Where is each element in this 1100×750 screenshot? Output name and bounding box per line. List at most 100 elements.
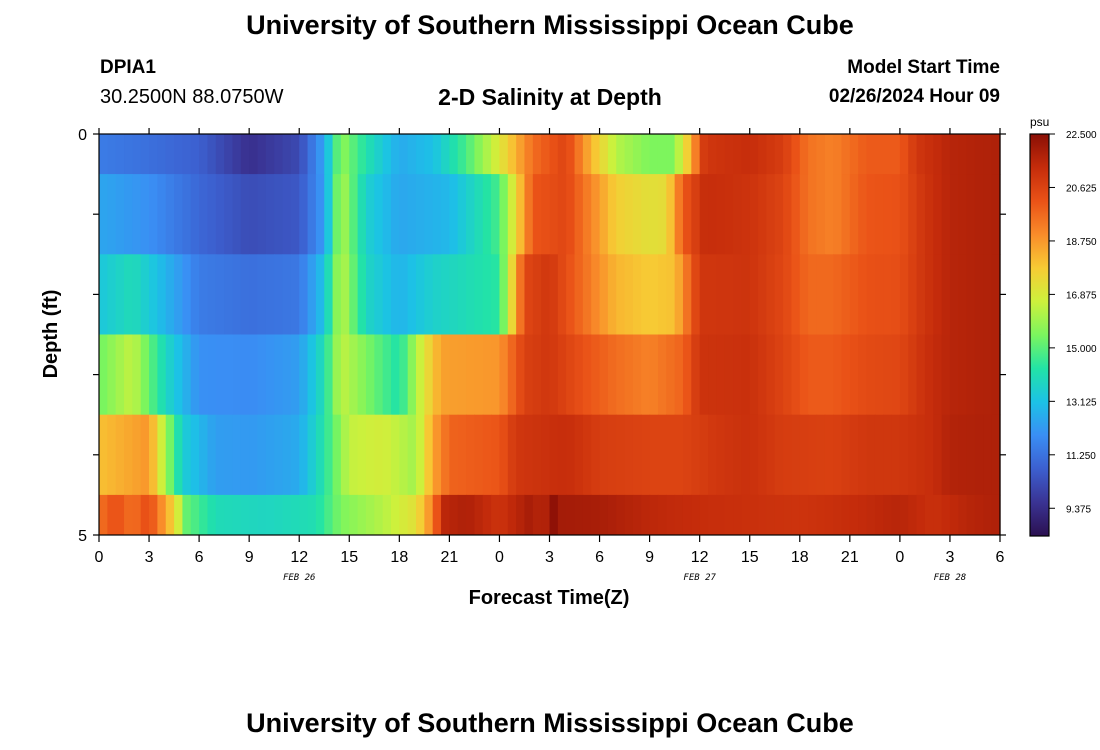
heatmap-cell [441,254,450,335]
heatmap-cell [524,334,534,416]
heatmap-cell [691,134,701,175]
heatmap-cell [190,334,200,416]
heatmap-cell [958,174,968,255]
heatmap-cell [390,334,400,416]
heatmap-cell [641,254,651,335]
heatmap-cell [407,334,417,416]
heatmap-cell [107,134,117,175]
heatmap-cell [332,334,342,416]
heatmap-cell [265,174,275,255]
heatmap-cell [958,414,968,496]
heatmap-cell [899,254,909,335]
heatmap-cell [899,134,909,175]
heatmap-cell [566,134,576,175]
heatmap-cell [499,174,509,255]
heatmap-cell [974,134,984,175]
heatmap-cell [307,254,317,335]
heatmap-cell [199,134,209,175]
date-label: FEB 28 [934,573,967,583]
heatmap-cell [240,254,250,335]
heatmap-cell [207,254,217,335]
heatmap-cell [524,134,534,175]
heatmap-cell [99,134,108,175]
heatmap-cell [441,134,450,175]
heatmap-cell [107,254,117,335]
heatmap-cell [574,254,584,335]
heatmap-cell [207,494,217,536]
heatmap-cell [766,134,776,175]
heatmap-cell [616,254,626,335]
heatmap-cell [883,254,893,335]
heatmap-cell [99,334,108,416]
heatmap-cell [933,334,943,416]
heatmap-cell [441,494,450,536]
heatmap-cell [733,174,742,255]
heatmap-cell [899,174,909,255]
heatmap-cell [549,414,559,496]
heatmap-cell [724,494,734,536]
heatmap-cell [666,494,676,536]
heatmap-cell [716,254,726,335]
heatmap-cell [833,134,843,175]
heatmap-cell [507,414,517,496]
heatmap-cell [666,254,676,335]
x-tick-label: 18 [390,549,408,566]
heatmap-cell [657,254,667,335]
heatmap-cell [682,414,692,496]
heatmap-cell [157,134,167,175]
heatmap-cell [449,494,459,536]
heatmap-cell [616,414,626,496]
heatmap-cell [724,134,734,175]
heatmap-cell [382,414,392,496]
heatmap-cell [282,334,292,416]
heatmap-cell [549,334,559,416]
heatmap-cell [733,334,742,416]
heatmap-cell [582,174,592,255]
heatmap-cell [966,334,976,416]
heatmap-cell [966,494,976,536]
heatmap-cell [174,174,184,255]
heatmap-cell [449,254,459,335]
heatmap-cell [724,334,734,416]
heatmap-cell [699,334,709,416]
heatmap-cell [532,174,542,255]
heatmap-cell [157,174,167,255]
heatmap-cell [99,174,108,255]
heatmap-cell [682,254,692,335]
heatmap-cell [657,334,667,416]
heatmap-cell [532,414,542,496]
heatmap-cell [482,414,492,496]
heatmap-cell [758,414,767,496]
x-tick-label: 15 [741,549,759,566]
heatmap-cell [607,494,617,536]
heatmap-cell [599,254,609,335]
heatmap-cell [390,174,400,255]
heatmap-cell [749,414,759,496]
heatmap-cell [199,254,209,335]
heatmap-cell [974,174,984,255]
heatmap-cell [132,134,142,175]
heatmap-cell [974,414,984,496]
heatmap-cell [791,414,801,496]
heatmap-cell [983,254,993,335]
heatmap-cell [399,414,409,496]
heatmap-cell [107,174,117,255]
heatmap-cell [374,174,384,255]
heatmap-cell [390,134,400,175]
heatmap-cell [783,254,793,335]
heatmap-cell [340,494,350,536]
y-tick-label: 0 [78,127,87,144]
heatmap-cell [265,134,275,175]
heatmap-cell [274,174,284,255]
heatmap-cell [541,174,551,255]
heatmap-cell [616,494,626,536]
heatmap-cell [282,174,292,255]
heatmap-cell [215,494,225,536]
heatmap-cell [432,494,442,536]
heatmap-cell [182,254,192,335]
heatmap-cell [182,414,192,496]
heatmap-cell [724,174,734,255]
heatmap-cell [716,334,726,416]
heatmap-cell [866,494,876,536]
heatmap-cell [407,174,417,255]
